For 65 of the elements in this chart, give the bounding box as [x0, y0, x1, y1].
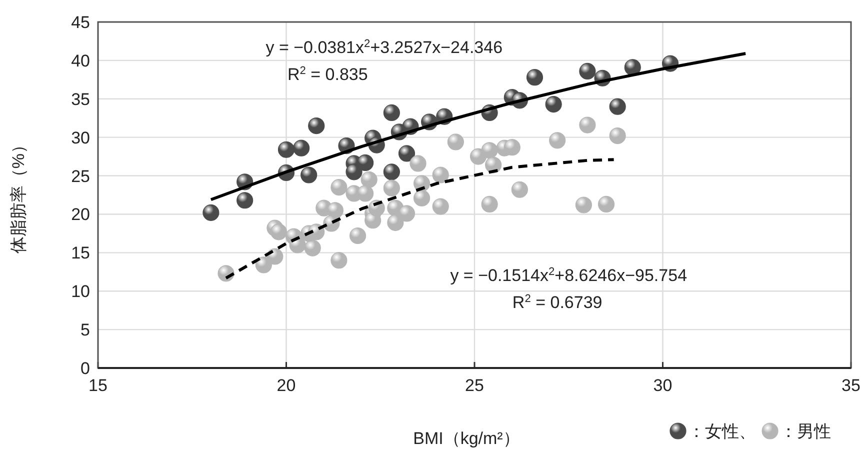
point [383, 104, 400, 122]
point [266, 248, 284, 265]
point [398, 205, 416, 222]
point [609, 98, 626, 115]
point [360, 171, 378, 188]
y-tick-label: 40 [71, 51, 90, 70]
point [349, 227, 366, 244]
point [598, 196, 615, 213]
point [330, 252, 348, 269]
point [609, 127, 626, 144]
point [579, 62, 596, 80]
point [383, 180, 400, 196]
point [526, 69, 544, 86]
x-tick-label: 30 [653, 376, 672, 395]
point [255, 256, 272, 274]
legend-label: ：女性、 [688, 422, 756, 441]
y-tick-label: 45 [71, 13, 90, 32]
point [545, 96, 562, 113]
point [481, 142, 498, 159]
point [357, 154, 374, 172]
y-tick-label: 25 [71, 166, 90, 186]
point [346, 164, 362, 180]
annotation: y = −0.1514x$^{2}$+8.6246x−95.754 [450, 266, 688, 285]
point [432, 166, 449, 184]
point [481, 196, 498, 213]
point [511, 181, 528, 198]
y-tick-label: 35 [71, 90, 90, 109]
point [504, 139, 520, 156]
x-tick-label: 35 [842, 376, 860, 395]
point [202, 204, 220, 221]
annotation: R$^{2}$ = 0.6739 [512, 293, 602, 312]
point [575, 196, 592, 214]
point [278, 141, 295, 158]
point [549, 132, 566, 149]
legend-label: ：男性 [780, 422, 831, 441]
y-axis-title: 体脂肪率（%） [9, 136, 28, 254]
y-tick-label: 15 [71, 244, 90, 263]
x-tick-label: 20 [276, 376, 296, 395]
x-tick-label: 25 [465, 376, 484, 395]
point [270, 224, 288, 240]
point [447, 134, 464, 150]
annotation: R$^{2}$ = 0.835 [287, 65, 368, 84]
point [432, 198, 449, 215]
point [579, 116, 596, 134]
point [330, 179, 348, 196]
y-tick-label: 5 [80, 320, 90, 340]
y-tick-label: 10 [71, 282, 90, 302]
y-tick-label: 0 [80, 359, 90, 378]
point [387, 214, 404, 231]
point [357, 185, 374, 202]
point [624, 59, 641, 76]
point [413, 190, 430, 206]
point [293, 140, 310, 156]
y-tick-label: 20 [71, 205, 90, 224]
point [300, 166, 318, 184]
point [326, 202, 344, 219]
x-axis-title: BMI（kg/m²） [413, 429, 520, 448]
point [398, 145, 416, 162]
annotation: y = −0.0381x$^{2}$+3.2527x−24.346 [266, 38, 503, 57]
point [383, 164, 400, 180]
point [304, 240, 321, 256]
point [308, 118, 325, 134]
point [410, 155, 426, 172]
point [236, 192, 254, 209]
y-tick-label: 30 [71, 128, 90, 148]
